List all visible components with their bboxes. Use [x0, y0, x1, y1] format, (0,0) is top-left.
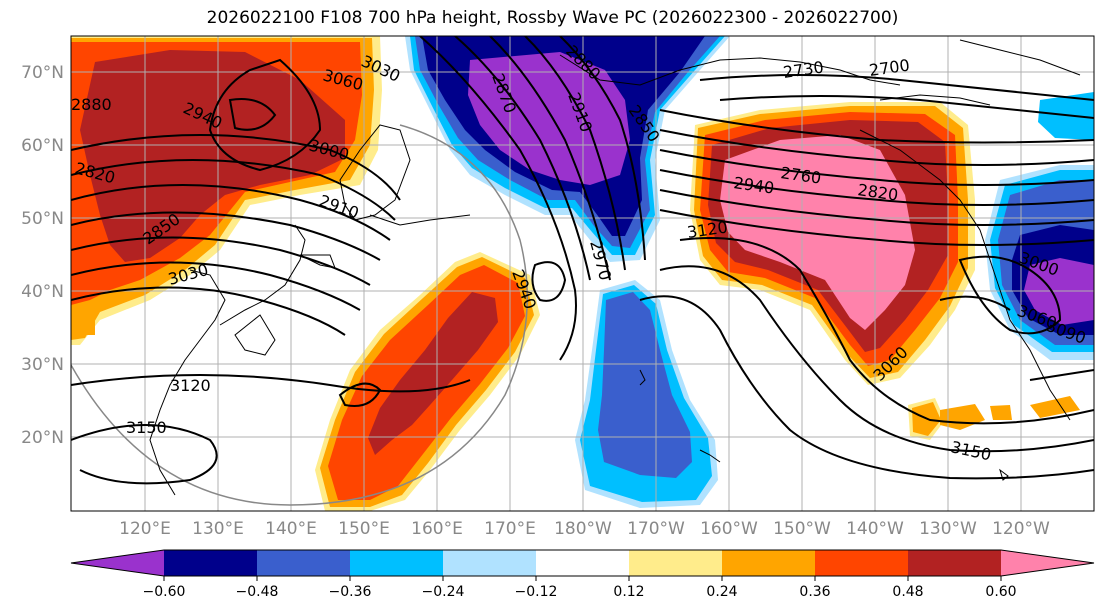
- colorbar-tick-label: 0.48: [892, 584, 923, 600]
- colorbar-swatch: [1001, 550, 1094, 576]
- colorbar-swatch: [629, 550, 723, 576]
- colorbar-swatch: [536, 550, 630, 576]
- colorbar-tick-label: −0.36: [329, 584, 372, 600]
- anomaly-west-pacific: [315, 252, 540, 511]
- lon-label: 160°W: [700, 519, 758, 539]
- anomaly-east-edge: [985, 92, 1094, 360]
- lon-label: 180°W: [554, 519, 612, 539]
- lon-label: 170°E: [484, 519, 536, 539]
- colorbar-swatch: [722, 550, 816, 576]
- map-frame: [70, 35, 1095, 512]
- colorbar-tick-label: 0.12: [613, 584, 644, 600]
- colorbar-swatch: [815, 550, 909, 576]
- graticule: [71, 36, 1094, 511]
- colorbar-tick-label: 0.60: [985, 584, 1016, 600]
- contour-label: 3120: [170, 376, 211, 395]
- colorbar-swatch: [257, 550, 351, 576]
- lon-label: 130°W: [919, 519, 977, 539]
- lon-label: 140°W: [846, 519, 904, 539]
- lon-label: 130°E: [192, 519, 244, 539]
- lat-label: 20°N: [21, 428, 64, 448]
- lon-label: 150°W: [773, 519, 831, 539]
- lat-label: 60°N: [21, 136, 64, 156]
- colorbar-tick-label: −0.12: [515, 584, 558, 600]
- lon-label: 140°E: [265, 519, 317, 539]
- lon-label: 150°E: [338, 519, 390, 539]
- colorbar: [70, 549, 1095, 577]
- colorbar-swatch: [443, 550, 537, 576]
- colorbar-swatch: [164, 550, 258, 576]
- lat-label: 30°N: [21, 355, 64, 375]
- lat-label: 50°N: [21, 209, 64, 229]
- lon-label: 120°W: [992, 519, 1050, 539]
- colorbar-swatch: [71, 550, 164, 576]
- colorbar-tick-label: 0.24: [706, 584, 737, 600]
- height-contours: [71, 36, 1094, 485]
- lon-label: 120°E: [119, 519, 171, 539]
- domain-arc: [71, 124, 528, 506]
- lat-label: 40°N: [21, 282, 64, 302]
- contour-label: 3150: [126, 418, 167, 437]
- coastlines: [149, 39, 1081, 496]
- anomaly-central-pacific: [575, 280, 718, 508]
- colorbar-tick-label: −0.48: [236, 584, 279, 600]
- lat-label: 70°N: [21, 63, 64, 83]
- colorbar-swatch: [908, 550, 1002, 576]
- longitude-labels: 120°E 130°E 140°E 150°E 160°E 170°E 180°…: [119, 519, 1050, 539]
- lon-label: 160°E: [411, 519, 463, 539]
- map-title: 2026022100 F108 700 hPa height, Rossby W…: [206, 8, 899, 28]
- latitude-labels: 70°N 60°N 50°N 40°N 30°N 20°N: [21, 63, 64, 448]
- colorbar-ticks: −0.60 −0.48 −0.36 −0.24 −0.12 0.12 0.24 0.36 0.4…: [143, 576, 1017, 600]
- colorbar-swatch: [350, 550, 444, 576]
- colorbar-tick-label: −0.60: [143, 584, 186, 600]
- contour-label: 2880: [71, 95, 112, 114]
- colorbar-tick-label: −0.24: [422, 584, 465, 600]
- anomaly-bering: [405, 36, 730, 262]
- lon-label: 170°W: [627, 519, 685, 539]
- colorbar-tick-label: 0.36: [799, 584, 830, 600]
